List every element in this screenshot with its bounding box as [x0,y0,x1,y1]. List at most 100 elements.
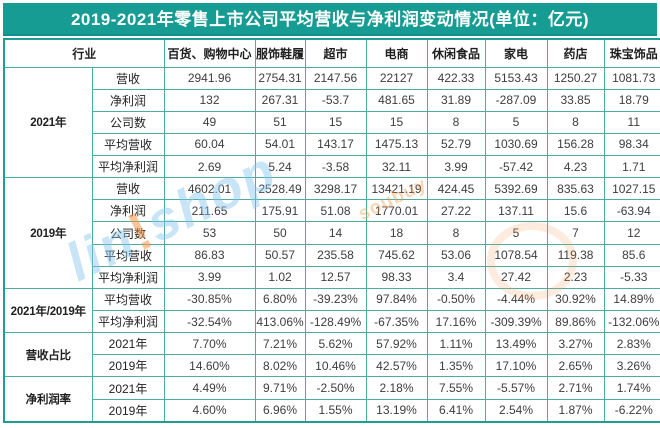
value-cell: 13.49% [484,332,548,356]
value-cell: -2.50% [304,376,367,400]
value-cell: 3298.17 [304,177,367,201]
table-row: 营收占比 2021年 7.70% 7.21% 5.62% 57.92% 1.11% 13.49… [3,332,660,378]
value-cell: 424.45 [426,177,486,201]
value-cell: 211.65 [163,199,256,223]
row-label: 平均营收 [91,132,165,157]
value-cell: 5.24 [254,155,306,179]
row-label: 营收 [91,177,165,201]
value-cell: 9.71% [254,376,306,400]
row-label: 2019年 [91,398,165,423]
row-label: 营收 [91,66,165,90]
table-row: 2019年 4.60% 6.96% 1.55% 13.19% 6.41% 2.54% 1.87… [4,398,660,423]
value-cell: 33.85 [546,88,605,112]
value-cell: 49 [163,110,256,134]
col-header-ecommerce: 电商 [365,38,428,68]
value-cell: 18 [365,221,428,245]
row-label: 净利润 [91,199,165,223]
table-row: 净利润 211.65 175.91 51.08 1770.01 27.22 137.11 15… [4,199,660,223]
value-cell: 60.04 [163,132,256,157]
section-label: 2021年 [3,66,93,179]
row-label: 公司数 [91,221,165,245]
header-row: 行业 百货、购物中心 服饰鞋履 超市 电商 休闲食品 家电 药店 珠宝饰品 [3,38,660,68]
value-cell: -57.42 [484,155,548,179]
value-cell: 1.74% [603,376,660,400]
table-row: 平均净利润 2.69 5.24 -3.58 32.11 3.99 -57.42 4.23 1.7… [4,155,660,179]
value-cell: 22127 [365,66,428,90]
value-cell: 8.02% [254,354,306,378]
value-cell: 7.21% [254,332,306,356]
row-label: 2021年 [91,376,165,400]
value-cell: 57.92% [365,332,428,356]
table-row: 平均营收 60.04 54.01 143.17 1475.13 52.79 1030.69 1… [4,132,660,157]
col-header-snacks: 休闲食品 [426,38,486,68]
col-header-industry: 行业 [3,38,165,68]
col-header-department-stores: 百货、购物中心 [163,38,256,68]
value-cell: 4602.01 [163,177,256,201]
col-header-jewelry: 珠宝饰品 [603,38,660,68]
value-cell: 30.92% [546,287,605,312]
value-cell: 2528.49 [254,177,306,201]
table-row: 平均净利润 3.99 1.02 12.57 98.33 3.4 27.42 2.23 -5.33 [4,265,660,289]
value-cell: 6.41% [426,398,486,423]
value-cell: 3.99 [163,265,256,289]
value-cell: 53.06 [426,243,486,267]
value-cell: 1.02 [254,265,306,289]
table-row: 平均营收 86.83 50.57 235.58 745.62 53.06 1078.54 11… [4,243,660,267]
value-cell: 13421.19 [365,177,428,201]
value-cell: -5.33 [603,265,660,289]
value-cell: 1.11% [426,332,486,356]
value-cell: 15 [304,110,367,134]
value-cell: 1030.69 [484,132,548,157]
value-cell: 8 [426,110,486,134]
data-table: 行业 百货、购物中心 服饰鞋履 超市 电商 休闲食品 家电 药店 珠宝饰品 20… [3,38,660,423]
value-cell: 119.38 [546,243,605,267]
col-header-appliances: 家电 [484,38,548,68]
value-cell: 3.27% [546,332,605,356]
value-cell: 11 [603,110,660,134]
value-cell: 2754.31 [254,66,306,90]
value-cell: -309.39% [484,310,548,334]
value-cell: 51.08 [304,199,367,223]
table-row: 2019年 14.60% 8.02% 10.46% 42.57% 1.35% 17.10% 2… [4,354,660,378]
value-cell: 1250.27 [546,66,605,90]
value-cell: 32.11 [365,155,428,179]
value-cell: 4.49% [163,376,256,400]
value-cell: 50 [254,221,306,245]
value-cell: -5.57% [484,376,548,400]
value-cell: 1770.01 [365,199,428,223]
value-cell: 2147.56 [304,66,367,90]
value-cell: 2.54% [484,398,548,423]
value-cell: 143.17 [304,132,367,157]
table-row: 2021年 营收 2941.96 2754.31 2147.56 22127 422.33 5… [3,66,660,179]
value-cell: 31.89 [426,88,486,112]
value-cell: 2941.96 [163,66,256,90]
row-label: 2019年 [91,354,165,378]
table-body: 2021年 营收 2941.96 2754.31 2147.56 22127 422.33 5… [3,66,660,423]
value-cell: 42.57% [365,354,428,378]
value-cell: 1081.73 [603,66,660,90]
value-cell: 2.18% [365,376,428,400]
value-cell: 54.01 [254,132,306,157]
value-cell: 7 [546,221,605,245]
row-label: 平均营收 [91,287,165,312]
table-row: 公司数 49 51 15 15 8 5 8 11 [4,110,660,134]
value-cell: 1475.13 [365,132,428,157]
value-cell: 5392.69 [484,177,548,201]
value-cell: 89.86% [546,310,605,334]
table-row: 2019年 营收 4602.01 2528.49 3298.17 13421.19 424.… [3,177,660,289]
value-cell: 7.70% [163,332,256,356]
value-cell: 27.42 [484,265,548,289]
value-cell: 3.4 [426,265,486,289]
row-label: 平均净利润 [91,310,165,334]
value-cell: 15 [365,110,428,134]
col-header-pharmacy: 药店 [546,38,605,68]
table-row: 2021年/2019年 平均营收 -30.85% 6.80% -39.23% 97.84%… [3,287,660,334]
value-cell: 7.55% [426,376,486,400]
table-row: 净利润率 2021年 4.49% 9.71% -2.50% 2.18% 7.55% -5.57… [3,376,660,423]
row-label: 净利润 [91,88,165,112]
value-cell: 835.63 [546,177,605,201]
value-cell: 1.71 [603,155,660,179]
value-cell: -53.7 [304,88,367,112]
col-header-apparel: 服饰鞋履 [254,38,306,68]
row-label: 平均营收 [91,243,165,267]
